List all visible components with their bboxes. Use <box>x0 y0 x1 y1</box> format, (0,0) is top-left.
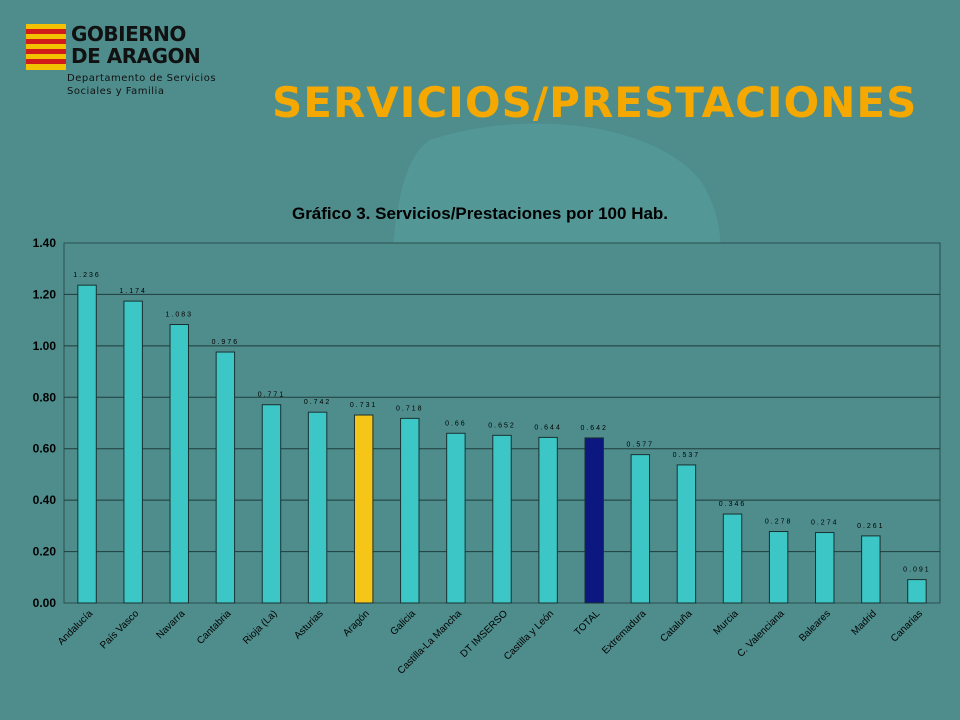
logo-line1: GOBIERNO <box>71 22 186 46</box>
data-label: 0.66 <box>445 420 467 427</box>
bar-galicia <box>400 417 420 604</box>
data-label: 0.091 <box>903 567 931 574</box>
data-label: 0.577 <box>627 442 655 449</box>
bar-asturias <box>307 411 328 604</box>
x-tick-label: Aragón <box>341 608 372 639</box>
bar-extremadura <box>630 454 651 604</box>
x-tick-label: Galicia <box>389 608 419 638</box>
y-tick-label: 0.80 <box>33 390 57 404</box>
x-tick-label: Rioja (La) <box>241 608 279 646</box>
bar-catalu-a <box>676 464 697 604</box>
data-label: 1.083 <box>165 312 193 319</box>
bar-castilla-la-mancha <box>446 432 466 604</box>
x-tick-label: Extremadura <box>600 608 649 657</box>
x-tick-label: Cataluña <box>658 608 694 644</box>
y-tick-label: 1.00 <box>33 339 57 353</box>
aragon-flag-icon <box>26 24 66 70</box>
bar-murcia <box>722 513 743 604</box>
x-tick-label: TOTAL <box>572 608 602 638</box>
bar-andaluc-a <box>77 284 97 604</box>
y-tick-label: 0.40 <box>33 493 57 507</box>
logo-dept-line1: Departamento de Servicios <box>67 73 217 84</box>
data-label: 0.976 <box>212 339 240 346</box>
bars <box>77 284 927 604</box>
data-label: 0.274 <box>811 520 839 527</box>
data-label: 0.771 <box>258 392 286 399</box>
data-label: 0.278 <box>765 519 793 526</box>
data-label: 0.718 <box>396 405 424 412</box>
bar-baleares <box>815 532 835 604</box>
bar-rioja-la- <box>261 404 282 604</box>
data-label: 0.652 <box>488 422 516 429</box>
bar-madrid <box>861 535 881 604</box>
gobierno-aragon-logo: GOBIERNO DE ARAGON Departamento de Servi… <box>22 20 242 100</box>
data-label: 0.644 <box>534 424 562 431</box>
x-tick-label: País Vasco <box>98 608 141 651</box>
data-label: 0.742 <box>304 399 332 406</box>
x-tick-label: Castilla y León <box>502 608 556 662</box>
x-tick-label: Madrid <box>850 608 879 637</box>
x-tick-label: Baleares <box>797 608 833 644</box>
bar-arag-n <box>353 414 374 604</box>
data-label: 0.261 <box>857 523 885 530</box>
x-tick-label: Cantabria <box>195 608 234 647</box>
y-tick-label: 1.20 <box>33 287 57 301</box>
y-tick-label: 0.20 <box>33 545 57 559</box>
bar-navarra <box>169 324 189 604</box>
bar-castilla-y-le-n <box>538 436 558 604</box>
x-tick-label: DT IMSERSO <box>458 608 510 660</box>
bar-cantabria <box>215 351 236 604</box>
bar-total <box>584 437 604 604</box>
logo-dept-line2: Sociales y Familia <box>67 86 165 97</box>
x-axis-labels: Andalucía País Vasco Navarra Cantabria Rioja… <box>56 608 925 677</box>
data-label: 1.174 <box>119 288 147 295</box>
data-label: 0.731 <box>350 402 378 409</box>
bar-dt-imserso <box>492 434 512 604</box>
y-tick-label: 0.60 <box>33 442 57 456</box>
data-labels: 1.236 1.174 1.083 0.976 0.771 0.742 0.731 0.718… <box>73 272 931 574</box>
data-label: 0.346 <box>719 501 747 508</box>
data-label: 0.537 <box>673 452 701 459</box>
chart-title: Gráfico 3. Servicios/Prestaciones por 10… <box>292 204 668 223</box>
y-tick-label: 1.40 <box>33 236 57 250</box>
x-tick-label: Andalucía <box>56 608 96 648</box>
x-tick-label: Navarra <box>154 608 187 641</box>
page-title: SERVICIOS/PRESTACIONES <box>272 78 918 127</box>
data-label: 1.236 <box>73 272 101 279</box>
x-tick-label: Canarias <box>889 608 925 644</box>
bar-canarias <box>907 579 927 604</box>
y-tick-label: 0.00 <box>33 596 57 610</box>
x-tick-label: Murcia <box>712 608 741 637</box>
bar-c-valenciana <box>768 531 789 604</box>
data-label: 0.642 <box>580 425 608 432</box>
x-tick-label: Asturias <box>292 608 325 641</box>
y-axis-ticks: 0.00 0.20 0.40 0.60 0.80 1.00 1.20 1.40 <box>33 236 57 610</box>
bar-pa-s-vasco <box>123 300 143 604</box>
x-tick-label: C. Valenciana <box>735 608 787 660</box>
logo-line2: DE ARAGON <box>71 44 201 68</box>
